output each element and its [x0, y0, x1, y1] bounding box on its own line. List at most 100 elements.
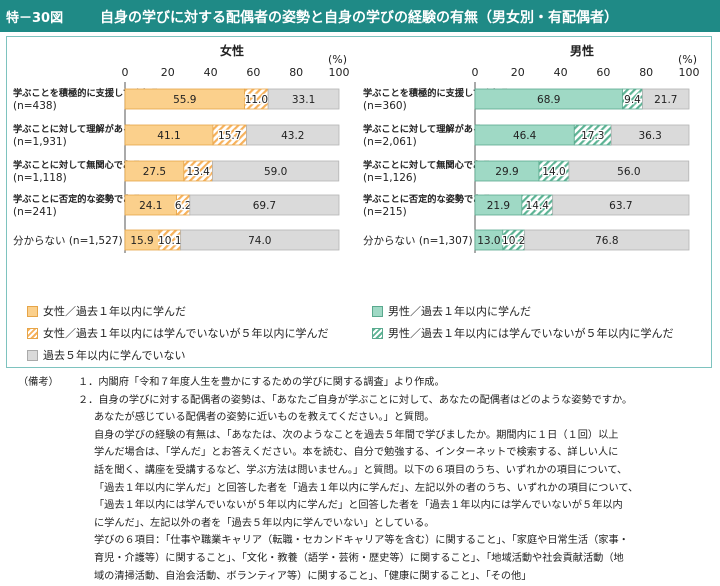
data-label: 13.4: [186, 166, 210, 178]
data-label: 11.0: [245, 94, 268, 106]
unit-label: (%): [328, 53, 347, 66]
bar-segment: [610, 124, 690, 146]
x-tick-label: 0: [472, 66, 479, 79]
legend-swatch: [372, 327, 383, 339]
category-label: 学ぶことに否定的な姿勢である: [363, 193, 492, 205]
bar-segment: [552, 194, 690, 216]
x-tick-label: 40: [204, 66, 218, 79]
data-label: 24.1: [139, 200, 162, 212]
bar-segment: [246, 124, 340, 146]
note-line: 自身の学びの経験の有無は、「あなたは、次のようなことを過去５年間で学びましたか。…: [94, 429, 619, 441]
figure-title: 自身の学びに対する配偶者の姿勢と自身の学びの経験の有無（男女別・有配偶者）: [100, 10, 618, 26]
category-label: 学ぶことを積極的に支援してくれる: [13, 87, 159, 99]
legend-item-male-1yr: 男性／過去１年以内に学んだ: [372, 303, 531, 319]
note-line: 「過去１年以内に学んだ」と回答した者を「過去１年以内に学んだ」、左記以外の者のう…: [94, 482, 639, 494]
data-label: 36.3: [638, 130, 661, 142]
data-label: 41.1: [157, 130, 180, 142]
x-tick-label: 100: [679, 66, 700, 79]
notes-heading: （備考）: [18, 377, 59, 388]
category-n-label: (n=1,118): [13, 172, 67, 184]
data-label: 15.9: [130, 235, 153, 247]
note-line: 話を聞く、講座を受講するなど、学ぶ方法は問いません。」と質問。以下の６項目のうち…: [94, 464, 628, 476]
legend-item-male-5yr: 男性／過去１年以内には学んでいないが５年以内に学んだ: [372, 325, 673, 341]
category-label: 分からない (n=1,307): [363, 235, 473, 247]
data-label: 14.0: [542, 166, 565, 178]
x-tick-label: 40: [554, 66, 568, 79]
category-label: 学ぶことに否定的な姿勢である: [13, 193, 142, 205]
data-label: 27.5: [143, 166, 166, 178]
category-label: 分からない (n=1,527): [13, 235, 123, 247]
legend-swatch: [372, 305, 383, 317]
data-label: 68.9: [537, 94, 560, 106]
note-line: あなたが感じている配偶者の姿勢に近いものを教えてください。」と質問。: [94, 412, 435, 424]
bar-segment: [568, 160, 690, 182]
x-tick-label: 100: [329, 66, 350, 79]
data-label: 74.0: [248, 235, 271, 247]
figure-header: 特－30図 自身の学びに対する配偶者の姿勢と自身の学びの経験の有無（男女別・有配…: [0, 0, 720, 32]
bar-segment: [189, 194, 340, 216]
legend: 女性／過去１年以内に学んだ 男性／過去１年以内に学んだ 女性／過去１年以内には学…: [27, 303, 707, 367]
legend-swatch: [27, 327, 38, 339]
note-line: 学んだ場合は、「学んだ」とお答えください。本を読む、自分で勉強する、インターネッ…: [94, 447, 619, 459]
note-line: 育児・介護等）に関すること」、「文化・教養（語学・芸術・歴史等）に関すること」、…: [94, 552, 624, 564]
bar-segment: [212, 160, 340, 182]
data-label: 17.3: [581, 130, 604, 142]
chart-title: 女性: [220, 43, 244, 58]
x-tick-label: 0: [122, 66, 129, 79]
data-label: 10.1: [158, 235, 181, 247]
data-label: 63.7: [609, 200, 632, 212]
x-tick-label: 80: [639, 66, 653, 79]
data-label: 29.9: [495, 166, 518, 178]
bar-segment: [267, 88, 340, 110]
data-label: 15.7: [218, 130, 241, 142]
legend-label: 男性／過去１年以内に学んだ: [388, 305, 531, 318]
bar-segment: [642, 88, 690, 110]
data-label: 69.7: [253, 200, 276, 212]
data-label: 33.1: [292, 94, 315, 106]
legend-label: 男性／過去１年以内には学んでいないが５年以内に学んだ: [388, 327, 674, 340]
legend-swatch: [27, 305, 38, 317]
category-label: 学ぶことを積極的に支援してくれる: [363, 87, 509, 99]
category-n-label: (n=2,061): [363, 136, 417, 148]
data-label: 13.0: [477, 235, 500, 247]
bar-segment: [180, 229, 340, 251]
data-label: 76.8: [595, 235, 618, 247]
legend-item-female-5yr: 女性／過去１年以内には学んでいないが５年以内に学んだ: [27, 325, 328, 341]
category-n-label: (n=241): [13, 206, 57, 218]
chart-panel: 女性 (%) 0 20 40 60 80 100 学ぶことを積極的に支援してくれる (n=438)…: [6, 36, 712, 368]
note-line: 学びの６項目：「仕事や職業キャリア（転職・セカンドキャリア等を含む）に関すること…: [94, 535, 629, 547]
category-label: 学ぶことに対して理解がある: [363, 123, 482, 135]
data-label: 55.9: [173, 94, 196, 106]
legend-label: 女性／過去１年以内には学んでいないが５年以内に学んだ: [43, 327, 329, 340]
legend-label: 過去５年以内に学んでいない: [43, 349, 186, 362]
x-tick-label: 20: [511, 66, 525, 79]
x-tick-label: 60: [246, 66, 260, 79]
data-label: 46.4: [513, 130, 537, 142]
note-line: に学んだ」、左記以外の者を「過去５年以内に学んでいない」としている。: [94, 517, 435, 529]
data-label: 43.2: [281, 130, 304, 142]
category-label: 学ぶことに対して理解がある: [13, 123, 132, 135]
data-label: 59.0: [264, 166, 287, 178]
stacked-bar-charts: 女性(%)0 20 40 60 80 100学ぶことを積極的に支援してくれる(n=438)…: [13, 43, 700, 253]
note-line: ２．自身の学びに対する配偶者の姿勢は、「あなたご自身が学ぶことに対して、あなたの…: [78, 394, 633, 406]
data-label: 21.9: [487, 200, 510, 212]
notes: （備考） １．内閣府「令和７年度人生を豊かにするための学びに関する調査」より作成…: [18, 374, 708, 585]
category-n-label: (n=1,126): [363, 172, 417, 184]
legend-item-female-1yr: 女性／過去１年以内に学んだ: [27, 303, 186, 319]
data-label: 6.2: [175, 200, 192, 212]
bar-segment: [524, 229, 690, 251]
data-label: 21.7: [654, 94, 677, 106]
note-line: 「過去１年以内には学んでいないが５年以内に学んだ」と回答した者を「過去１年以内に…: [94, 500, 623, 512]
x-tick-label: 60: [596, 66, 610, 79]
category-n-label: (n=215): [363, 206, 407, 218]
note-line: １．内閣府「令和７年度人生を豊かにするための学びに関する調査」より作成。: [78, 377, 445, 388]
legend-swatch: [27, 349, 38, 361]
x-tick-label: 80: [289, 66, 303, 79]
category-n-label: (n=438): [13, 100, 57, 112]
figure-label: 特－30図: [6, 11, 64, 26]
chart-title: 男性: [570, 43, 594, 58]
category-n-label: (n=1,931): [13, 136, 67, 148]
category-label: 学ぶことに対して無関心である: [13, 159, 141, 171]
legend-item-not-learned: 過去５年以内に学んでいない: [27, 347, 185, 363]
note-line: 域の清掃活動、自治会活動、ボランティア等）に関すること」、「健康に関すること」、…: [94, 570, 532, 582]
